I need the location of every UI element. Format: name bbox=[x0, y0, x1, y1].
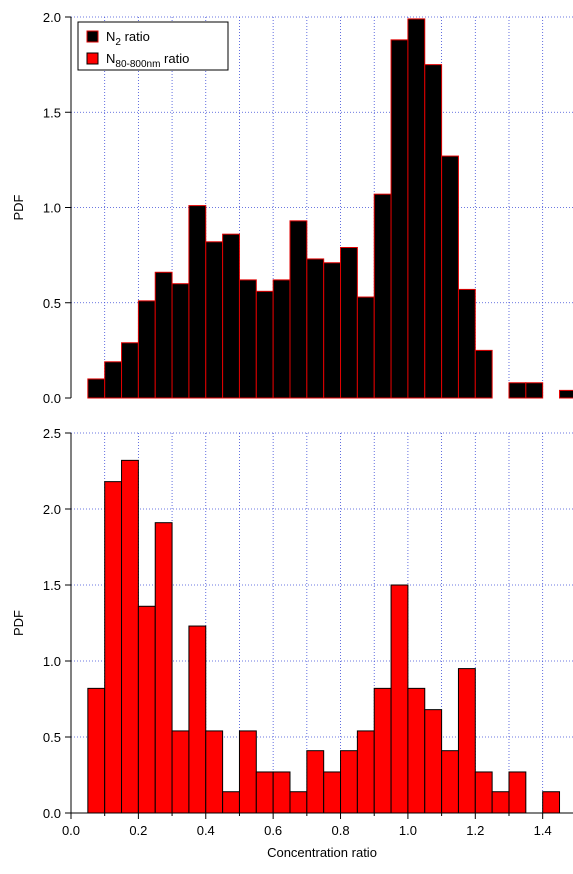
bar bbox=[289, 791, 308, 814]
bar bbox=[525, 382, 544, 399]
legend-label: N80-800nm ratio bbox=[106, 51, 189, 70]
legend-swatch bbox=[86, 30, 99, 43]
bar bbox=[407, 687, 426, 814]
x-tick-label: 1.2 bbox=[466, 823, 484, 838]
bar bbox=[121, 342, 139, 399]
bar bbox=[340, 750, 358, 814]
bar bbox=[491, 791, 510, 814]
legend-box bbox=[77, 21, 229, 71]
x-tick-label: 0.0 bbox=[62, 823, 80, 838]
bar bbox=[272, 771, 291, 814]
y-tick-label: 1.0 bbox=[43, 654, 61, 669]
y-tick-label: 2.0 bbox=[43, 502, 61, 517]
x-tick-label: 1.0 bbox=[399, 823, 417, 838]
y-axis-label: PDF bbox=[11, 610, 26, 636]
bar bbox=[87, 378, 106, 399]
bar bbox=[559, 389, 573, 399]
bar bbox=[255, 290, 274, 399]
bar bbox=[356, 296, 375, 399]
x-tick-label: 0.4 bbox=[197, 823, 215, 838]
bar bbox=[373, 193, 392, 399]
bar bbox=[441, 750, 459, 814]
bar bbox=[154, 271, 173, 399]
y-tick-label: 0.5 bbox=[43, 730, 61, 745]
x-tick-label: 0.6 bbox=[264, 823, 282, 838]
x-tick-label: 0.8 bbox=[331, 823, 349, 838]
bar bbox=[205, 730, 224, 814]
bar bbox=[171, 730, 190, 814]
y-tick-label: 2.5 bbox=[43, 426, 61, 441]
bar bbox=[154, 522, 173, 814]
y-tick-label: 2.0 bbox=[43, 10, 61, 25]
legend-label: N2 ratio bbox=[106, 29, 150, 48]
bar bbox=[424, 709, 443, 814]
bar bbox=[171, 283, 190, 399]
bar bbox=[137, 300, 156, 399]
bar bbox=[205, 241, 224, 399]
bar bbox=[474, 771, 493, 814]
y-tick-label: 1.0 bbox=[43, 201, 61, 216]
bars bbox=[87, 459, 561, 814]
bar bbox=[87, 687, 106, 814]
bar bbox=[222, 233, 240, 399]
x-tick-label: 0.2 bbox=[129, 823, 147, 838]
bar bbox=[457, 668, 476, 814]
bar bbox=[238, 279, 257, 399]
bar bbox=[356, 730, 375, 814]
bar bbox=[508, 771, 527, 814]
bar bbox=[188, 625, 207, 814]
bar bbox=[441, 155, 459, 399]
y-tick-label: 1.5 bbox=[43, 578, 61, 593]
y-tick-label: 1.5 bbox=[43, 105, 61, 120]
bar bbox=[542, 791, 561, 814]
bar bbox=[188, 205, 207, 399]
bar bbox=[289, 220, 308, 399]
bar bbox=[272, 279, 291, 399]
bar bbox=[104, 361, 123, 399]
x-tick-label: 1.4 bbox=[534, 823, 552, 838]
bar bbox=[474, 349, 493, 399]
bar bbox=[424, 64, 443, 399]
bar bbox=[373, 687, 392, 814]
legend-swatch bbox=[86, 52, 99, 65]
bar bbox=[340, 247, 358, 399]
bars bbox=[87, 18, 573, 399]
bar bbox=[390, 584, 409, 814]
bar bbox=[390, 39, 409, 399]
bar bbox=[222, 791, 240, 814]
bar bbox=[407, 18, 426, 399]
bar bbox=[323, 771, 342, 814]
bar bbox=[137, 605, 156, 814]
y-tick-label: 0.5 bbox=[43, 296, 61, 311]
y-axis-label: PDF bbox=[11, 194, 26, 220]
bar bbox=[457, 288, 476, 399]
bar bbox=[306, 750, 325, 814]
bar bbox=[104, 481, 123, 814]
bar bbox=[121, 459, 139, 814]
bar bbox=[508, 382, 527, 399]
bar bbox=[238, 730, 257, 814]
bar bbox=[255, 771, 274, 814]
bar bbox=[323, 262, 342, 399]
y-tick-label: 0.0 bbox=[43, 391, 61, 406]
y-tick-label: 0.0 bbox=[43, 806, 61, 821]
bar bbox=[306, 258, 325, 399]
x-axis-label: Concentration ratio bbox=[267, 845, 377, 860]
